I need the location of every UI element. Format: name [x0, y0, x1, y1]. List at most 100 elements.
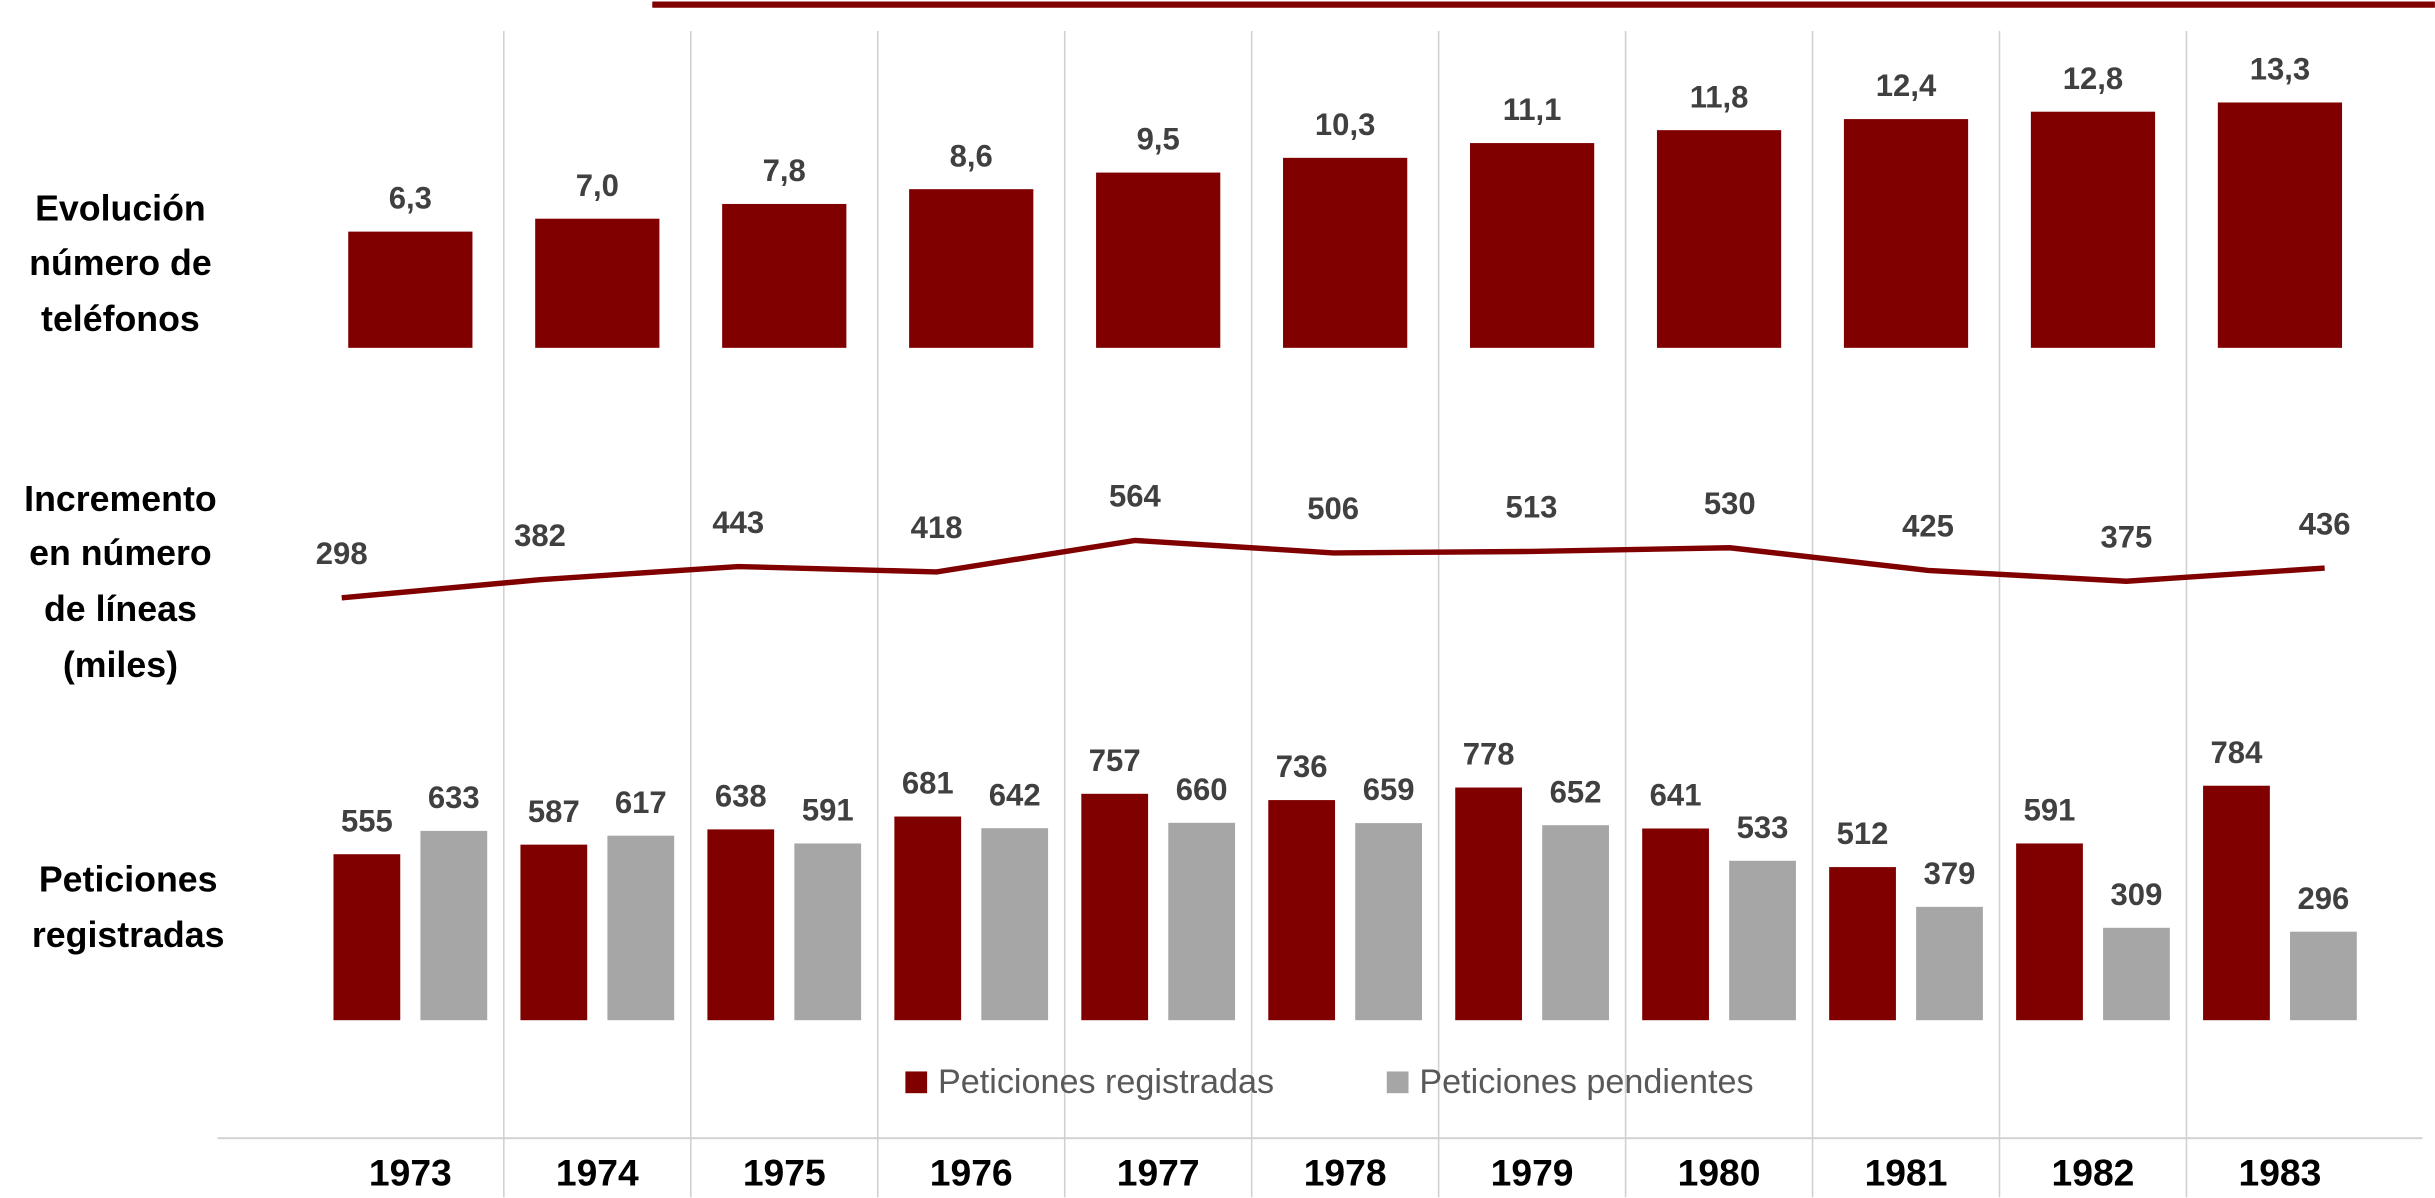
bar — [1355, 823, 1423, 1021]
x-tick-label: 1973 — [369, 1151, 452, 1193]
bar — [2016, 843, 2083, 1021]
bar — [1916, 906, 1983, 1021]
bar — [1283, 157, 1408, 348]
row-label-box: Peticiones registradas — [31, 859, 225, 955]
value-label: 638 — [715, 779, 767, 814]
value-label: 617 — [615, 785, 667, 820]
value-label: 784 — [2211, 735, 2264, 770]
legend-label: Peticiones pendientes — [1419, 1063, 1753, 1101]
value-label: 591 — [802, 793, 854, 828]
bar — [1829, 867, 1896, 1021]
bar — [333, 854, 401, 1021]
bar — [1542, 825, 1609, 1021]
bar — [1268, 800, 1336, 1021]
row-label: Incremento en número de líneas (miles) — [24, 477, 217, 685]
bar — [348, 231, 473, 348]
x-tick-label: 1983 — [2239, 1151, 2322, 1193]
value-label: 757 — [1089, 743, 1141, 778]
legend-label: Peticiones registradas — [938, 1063, 1274, 1101]
value-label: 11,8 — [1690, 79, 1749, 114]
value-label: 506 — [1307, 491, 1359, 526]
x-tick-label: 1979 — [1491, 1151, 1574, 1193]
value-label: 587 — [528, 794, 580, 829]
value-label: 436 — [2299, 506, 2351, 541]
bar — [2217, 102, 2343, 348]
value-label: 659 — [1363, 772, 1415, 807]
value-label: 418 — [911, 510, 963, 545]
value-label: 555 — [341, 803, 393, 838]
value-label: 633 — [428, 780, 480, 815]
value-label: 298 — [316, 536, 368, 571]
x-tick-label: 1974 — [556, 1151, 639, 1193]
bar — [1168, 822, 1236, 1021]
value-label: 13,3 — [2250, 52, 2310, 87]
value-label: 652 — [1550, 774, 1602, 809]
bar — [1096, 172, 1221, 348]
value-label: 591 — [2024, 793, 2076, 828]
value-label: 11,1 — [1503, 92, 1562, 127]
x-tick-label: 1980 — [1678, 1151, 1761, 1193]
value-label: 530 — [1704, 486, 1756, 521]
bar — [2030, 111, 2156, 348]
value-label: 7,0 — [576, 168, 619, 203]
value-label: 379 — [1924, 856, 1976, 891]
bar — [722, 203, 847, 348]
x-tick-label: 1981 — [1865, 1151, 1948, 1193]
value-label: 8,6 — [950, 138, 993, 173]
line — [341, 537, 2325, 601]
bar — [520, 844, 588, 1021]
bar — [1455, 787, 1523, 1021]
bar — [420, 830, 488, 1021]
x-tick-label: 1977 — [1117, 1151, 1200, 1193]
x-tick-label: 1976 — [930, 1151, 1013, 1193]
row-label: Peticiones registradas — [31, 859, 225, 955]
x-tick-label: 1982 — [2052, 1151, 2135, 1193]
value-label: 12,8 — [2063, 61, 2123, 96]
bar — [894, 816, 962, 1021]
x-tick-label: 1978 — [1304, 1151, 1387, 1193]
value-label: 296 — [2298, 881, 2350, 916]
value-label: 736 — [1276, 749, 1328, 784]
value-label: 513 — [1506, 490, 1558, 525]
bar — [2203, 785, 2270, 1021]
value-label: 7,8 — [763, 153, 806, 188]
value-label: 642 — [989, 777, 1041, 812]
value-label: 681 — [902, 766, 954, 801]
bar — [909, 189, 1034, 348]
x-tick-label: 1975 — [743, 1151, 826, 1193]
value-label: 660 — [1176, 772, 1228, 807]
value-label: 425 — [1902, 509, 1954, 544]
bar — [1729, 860, 1796, 1021]
bar — [1843, 119, 1969, 348]
value-label: 10,3 — [1315, 107, 1375, 142]
legend-swatch — [905, 1071, 928, 1094]
value-label: 564 — [1109, 479, 1162, 514]
row-label-box: Evolución número de teléfonos — [29, 187, 212, 339]
legend-swatch — [1386, 1071, 1409, 1094]
value-label: 641 — [1650, 778, 1702, 813]
value-label: 382 — [514, 518, 566, 553]
row-label-box: Incremento en número de líneas (miles) — [24, 477, 217, 685]
bar — [1081, 793, 1149, 1021]
bar — [794, 843, 862, 1021]
bar — [607, 835, 675, 1021]
value-label: 443 — [712, 505, 764, 540]
bar — [2103, 927, 2170, 1021]
bar — [1642, 828, 1709, 1021]
bar — [1469, 143, 1595, 348]
value-label: 512 — [1837, 816, 1889, 851]
bar — [981, 828, 1049, 1021]
value-label: 12,4 — [1876, 68, 1937, 103]
value-label: 533 — [1737, 810, 1789, 845]
row-label: Evolución número de teléfonos — [29, 187, 212, 339]
bar — [707, 829, 775, 1021]
value-label: 375 — [2100, 519, 2152, 554]
bar — [535, 218, 660, 348]
value-label: 6,3 — [389, 181, 432, 216]
value-label: 778 — [1463, 737, 1515, 772]
bar — [1656, 130, 1782, 348]
value-label: 9,5 — [1137, 122, 1180, 157]
bar — [2290, 931, 2357, 1021]
